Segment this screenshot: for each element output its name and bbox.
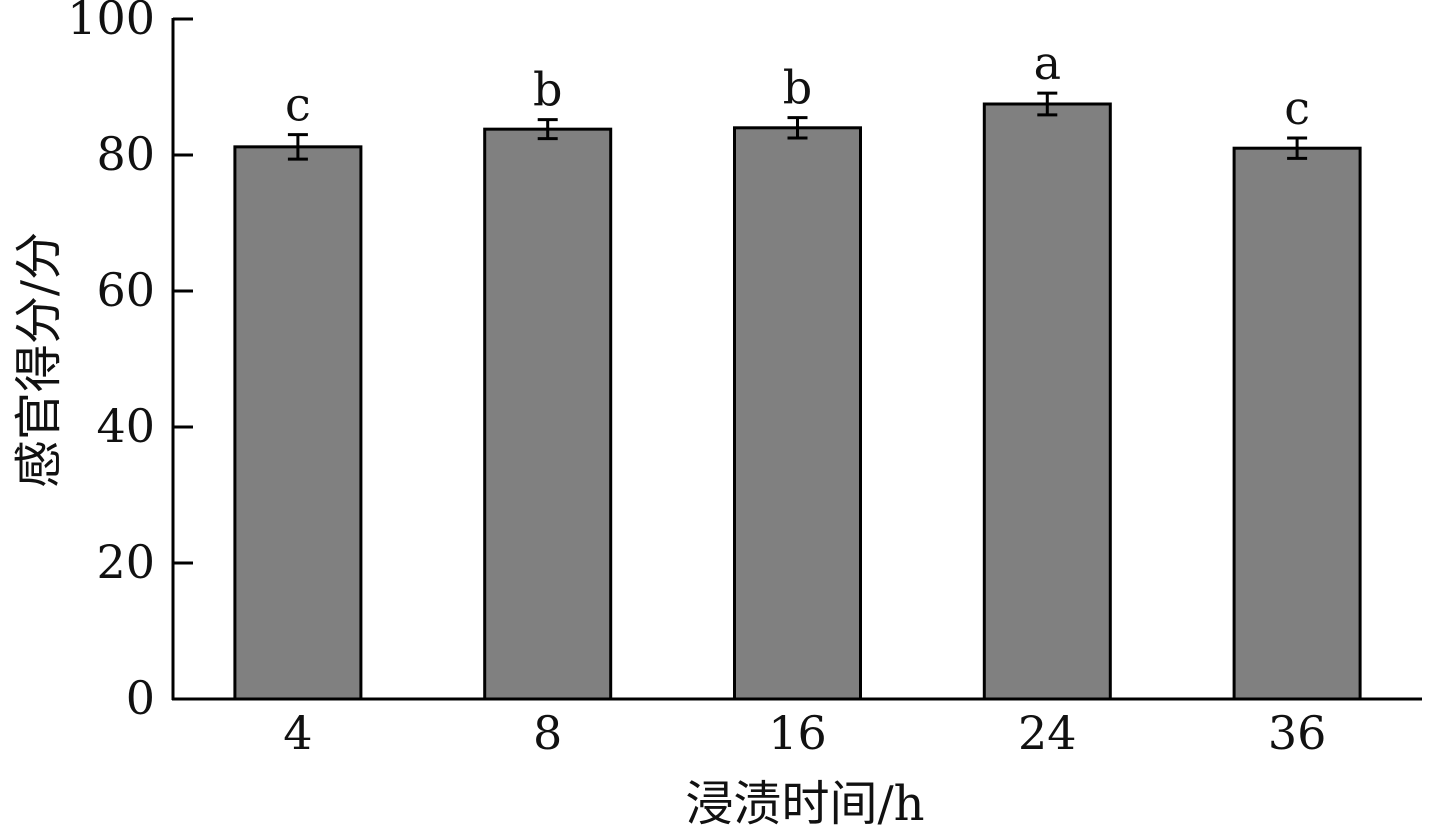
y-tick-label: 100 [67, 0, 155, 45]
bar-36 [1232, 146, 1362, 701]
bars [233, 102, 1362, 701]
significance-label-16: b [783, 61, 812, 115]
y-tick-label: 0 [126, 671, 155, 725]
bar-4 [233, 145, 363, 701]
x-tick-label: 36 [1268, 706, 1327, 760]
error-bar-4 [287, 133, 308, 161]
x-tick-label: 24 [1018, 706, 1077, 760]
bar-16 [733, 126, 862, 701]
error-bar-8 [537, 118, 558, 141]
bar-24 [982, 102, 1112, 701]
error-bars [287, 91, 1308, 161]
x-axis: 4 8 16 24 36 [172, 697, 1422, 760]
y-tick-label: 20 [96, 535, 155, 589]
y-tick-label: 40 [96, 399, 155, 453]
x-tick-label: 16 [768, 706, 827, 760]
significance-label-4: c [285, 78, 311, 132]
y-tick-label: 60 [96, 263, 155, 317]
y-tick-label: 80 [96, 127, 155, 181]
x-axis-title: 浸渍时间/h [685, 776, 924, 829]
significance-label-24: a [1034, 36, 1061, 90]
error-bar-16 [787, 116, 808, 140]
y-axis: 0 20 40 60 80 100 [67, 0, 193, 725]
significance-labels: c b b ac [285, 36, 1310, 135]
significance-label-36: c [1284, 81, 1310, 135]
error-bar-24 [1037, 91, 1058, 117]
x-tick-label: 4 [283, 706, 312, 760]
bar-8 [483, 127, 613, 701]
x-tick-label: 8 [533, 706, 562, 760]
y-axis-title: 感官得分/分 [11, 232, 67, 488]
error-bar-36 [1287, 136, 1308, 160]
significance-label-8: b [533, 63, 562, 117]
